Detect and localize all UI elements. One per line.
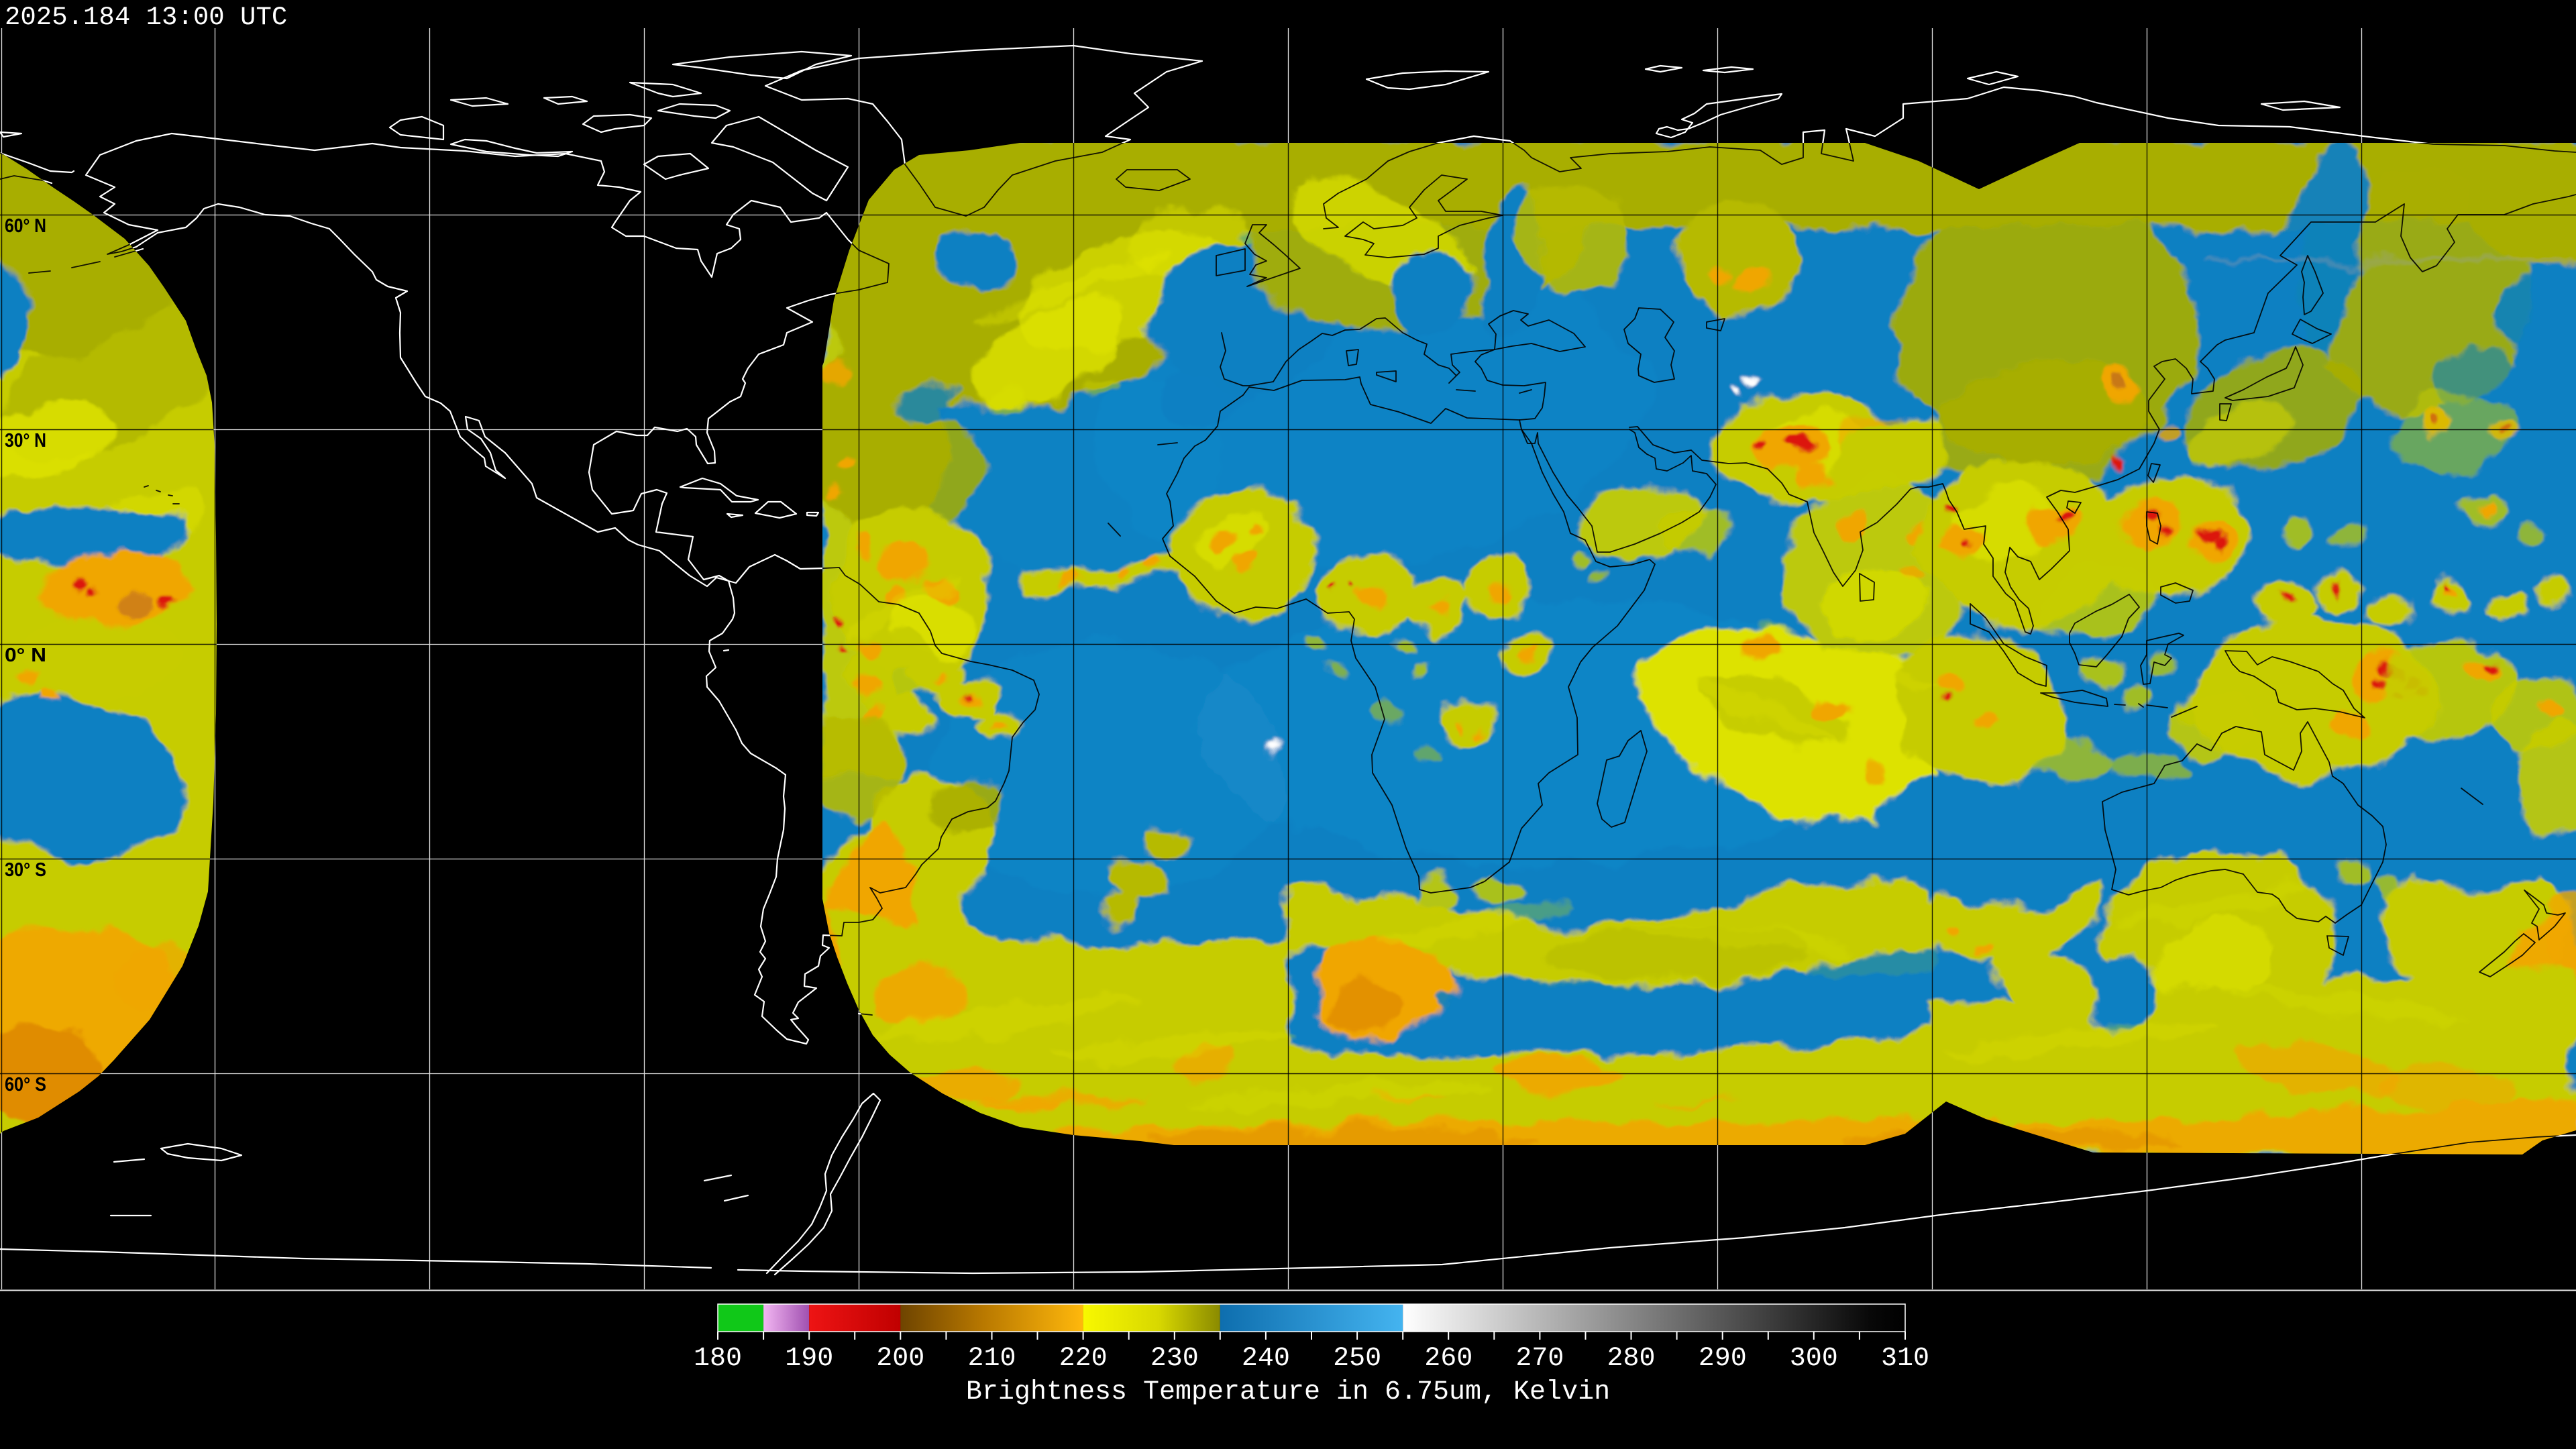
svg-text:310: 310: [1881, 1344, 1929, 1374]
svg-text:230: 230: [1150, 1344, 1199, 1374]
svg-text:190: 190: [785, 1344, 833, 1374]
svg-text:Brightness Temperature in 6.75: Brightness Temperature in 6.75um, Kelvin: [966, 1377, 1610, 1407]
svg-text:300: 300: [1790, 1344, 1838, 1374]
svg-text:180: 180: [694, 1344, 742, 1374]
svg-text:250: 250: [1333, 1344, 1381, 1374]
svg-text:240: 240: [1242, 1344, 1290, 1374]
svg-text:280: 280: [1607, 1344, 1655, 1374]
svg-text:220: 220: [1059, 1344, 1108, 1374]
svg-text:30° S: 30° S: [5, 859, 46, 881]
svg-text:60° S: 60° S: [5, 1074, 46, 1095]
svg-text:30° N: 30° N: [5, 430, 46, 451]
svg-text:200: 200: [876, 1344, 924, 1374]
svg-text:260: 260: [1424, 1344, 1472, 1374]
svg-text:2025.184 13:00 UTC: 2025.184 13:00 UTC: [5, 3, 287, 32]
svg-text:290: 290: [1699, 1344, 1747, 1374]
svg-text:60° N: 60° N: [5, 215, 46, 237]
svg-text:270: 270: [1515, 1344, 1564, 1374]
svg-text:210: 210: [967, 1344, 1016, 1374]
svg-text:0° N: 0° N: [5, 645, 46, 666]
